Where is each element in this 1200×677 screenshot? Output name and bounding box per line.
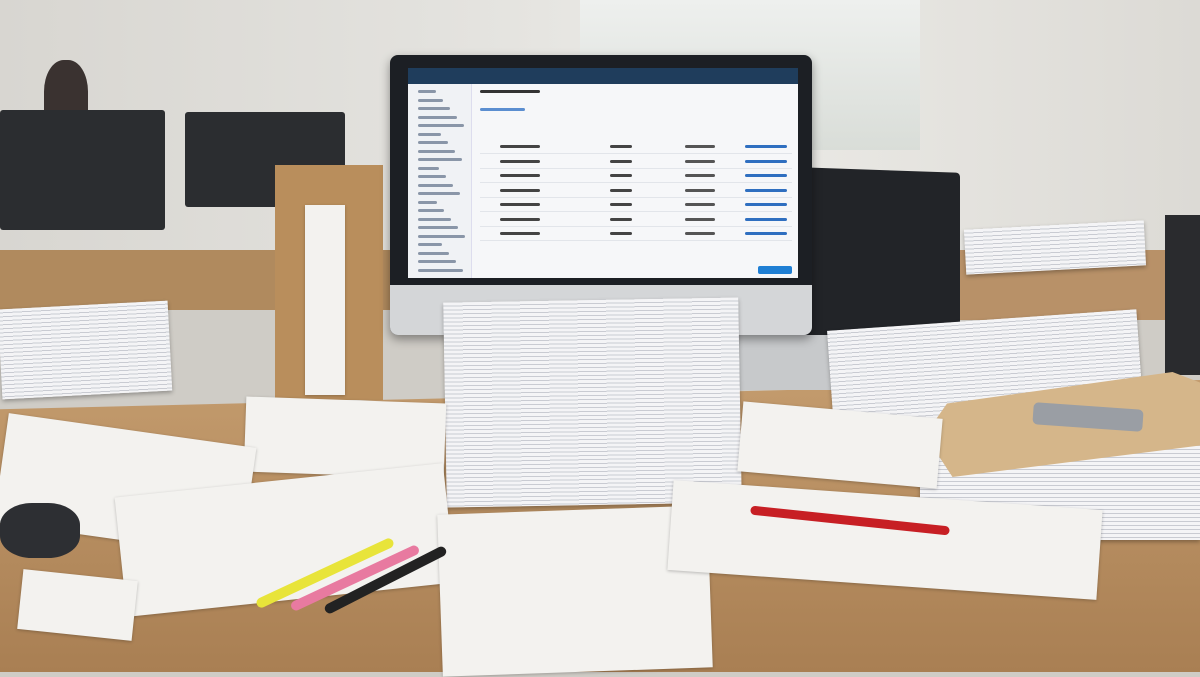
binder: [305, 205, 345, 395]
table-cell: [610, 174, 632, 177]
page-title: [480, 90, 540, 93]
table-cell: [745, 203, 787, 206]
table-row[interactable]: [480, 227, 792, 241]
app-topbar: [408, 68, 798, 84]
sidebar-item[interactable]: [418, 183, 453, 187]
table-cell: [745, 217, 787, 221]
sidebar-item[interactable]: [418, 200, 437, 204]
table-row[interactable]: [480, 213, 792, 227]
table-row[interactable]: [480, 198, 792, 212]
tall-paper-stack: [443, 297, 742, 508]
loose-paper: [17, 569, 138, 641]
sidebar-item[interactable]: [418, 209, 444, 212]
sidebar-item[interactable]: [418, 234, 465, 238]
sidebar-item[interactable]: [418, 149, 455, 153]
table-cell: [685, 188, 715, 192]
table-cell: [685, 159, 715, 163]
table-cell: [685, 174, 715, 177]
table-cell: [745, 174, 787, 177]
table-cell: [500, 174, 540, 177]
table-cell: [610, 145, 632, 148]
subtitle-link[interactable]: [480, 108, 525, 111]
sidebar-item[interactable]: [418, 132, 441, 136]
table-cell: [745, 145, 787, 148]
sidebar-item[interactable]: [418, 124, 464, 127]
table-cell: [500, 145, 540, 148]
table-cell: [685, 217, 715, 221]
table-cell: [500, 159, 540, 163]
table-cell: [745, 232, 787, 235]
sidebar-item[interactable]: [418, 260, 456, 263]
table-cell: [610, 188, 632, 192]
table-row[interactable]: [480, 169, 792, 183]
table-cell: [685, 232, 715, 235]
paper-stack: [0, 300, 173, 400]
table-row[interactable]: [480, 155, 792, 169]
table-cell: [500, 203, 540, 206]
sidebar-item[interactable]: [418, 243, 442, 246]
office-chair: [1165, 215, 1200, 375]
table-row[interactable]: [480, 184, 792, 198]
sidebar-item[interactable]: [418, 158, 462, 161]
table-cell: [500, 232, 540, 235]
table-cell: [610, 159, 632, 163]
sidebar-item[interactable]: [418, 226, 458, 229]
table-cell: [610, 232, 632, 235]
laptop: [800, 167, 960, 343]
sidebar-item[interactable]: [418, 217, 451, 221]
mouse-pad: [0, 503, 80, 558]
sidebar-item[interactable]: [418, 251, 449, 255]
table-cell: [500, 188, 540, 192]
sidebar-item[interactable]: [418, 166, 439, 170]
sidebar-item[interactable]: [418, 141, 448, 144]
table-cell: [685, 203, 715, 206]
table-cell: [745, 188, 787, 192]
primary-button[interactable]: [758, 266, 792, 274]
monitor-screen: [408, 68, 798, 278]
table-cell: [610, 203, 632, 206]
sidebar-item[interactable]: [418, 268, 463, 272]
sidebar-item[interactable]: [418, 98, 443, 102]
sidebar-item[interactable]: [418, 107, 450, 110]
table-cell: [685, 145, 715, 148]
sidebar-item[interactable]: [418, 90, 436, 93]
app-sidebar: [408, 84, 472, 278]
sidebar-item[interactable]: [418, 175, 446, 178]
background-monitor: [0, 110, 165, 230]
paper-stack: [963, 220, 1147, 275]
table-cell: [610, 217, 632, 221]
sidebar-item[interactable]: [418, 115, 457, 119]
table-cell: [500, 217, 540, 221]
sidebar-item[interactable]: [418, 192, 460, 195]
table-cell: [745, 159, 787, 163]
laptop-keyboard: [735, 335, 845, 390]
table-row[interactable]: [480, 140, 792, 154]
